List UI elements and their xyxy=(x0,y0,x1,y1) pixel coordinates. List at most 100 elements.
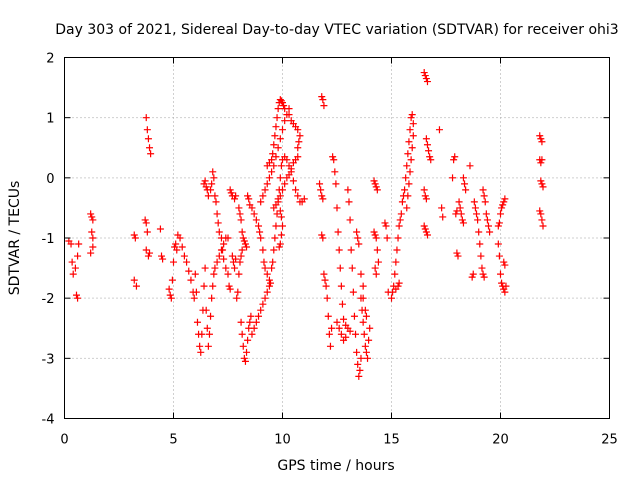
data-point xyxy=(538,156,546,164)
data-point xyxy=(420,69,428,77)
data-point xyxy=(276,174,284,182)
data-point xyxy=(480,192,488,200)
data-point xyxy=(349,288,357,296)
data-point xyxy=(478,264,486,272)
data-point xyxy=(271,132,279,140)
data-point xyxy=(255,312,263,320)
data-point xyxy=(365,336,373,344)
data-point xyxy=(252,318,260,326)
data-point xyxy=(245,195,253,203)
data-point xyxy=(68,258,76,266)
data-point xyxy=(193,318,201,326)
data-point xyxy=(158,252,166,260)
data-point xyxy=(346,216,354,224)
data-point xyxy=(320,270,328,278)
data-point xyxy=(222,264,230,272)
data-point xyxy=(461,180,469,188)
data-point xyxy=(187,276,195,284)
data-point xyxy=(333,204,341,212)
data-point xyxy=(344,186,352,194)
data-point xyxy=(300,195,308,203)
data-point xyxy=(332,180,340,188)
data-point xyxy=(211,192,219,200)
data-point xyxy=(289,177,297,185)
data-point xyxy=(453,207,461,215)
data-point xyxy=(170,258,177,266)
data-point xyxy=(537,210,545,218)
data-point xyxy=(240,237,248,245)
data-point xyxy=(281,180,289,188)
data-point xyxy=(267,279,275,287)
y-tick-label: 2 xyxy=(46,52,54,67)
data-point xyxy=(421,192,429,200)
data-point xyxy=(322,282,330,290)
data-point xyxy=(501,195,509,203)
data-point xyxy=(274,105,282,113)
data-point xyxy=(166,291,174,299)
data-point xyxy=(453,249,461,257)
data-point xyxy=(147,150,155,158)
data-point xyxy=(394,282,402,290)
data-point xyxy=(372,183,380,191)
data-point xyxy=(337,282,345,290)
y-tick-label: 0 xyxy=(46,172,54,187)
x-tick-labels: 0 5 10 15 20 25 xyxy=(60,433,617,448)
data-point xyxy=(275,243,283,251)
data-point xyxy=(486,228,494,236)
data-point xyxy=(374,258,382,266)
data-point xyxy=(345,198,353,206)
data-point xyxy=(240,354,248,362)
data-point xyxy=(331,168,339,176)
data-point xyxy=(421,72,429,80)
data-point xyxy=(459,219,467,227)
data-point xyxy=(402,174,410,182)
data-point xyxy=(494,222,502,230)
data-point xyxy=(259,192,267,200)
data-point xyxy=(501,288,509,296)
data-point xyxy=(406,168,414,176)
data-point xyxy=(479,186,487,194)
data-point xyxy=(277,213,285,221)
data-point xyxy=(269,150,277,158)
data-point xyxy=(211,264,219,272)
data-point xyxy=(241,357,249,365)
data-point xyxy=(422,195,430,203)
data-point xyxy=(409,132,417,140)
data-point xyxy=(360,330,368,338)
data-point xyxy=(210,174,218,182)
data-point xyxy=(350,312,358,320)
data-point xyxy=(178,243,186,251)
data-point xyxy=(481,198,489,206)
data-point xyxy=(274,144,282,152)
data-point xyxy=(250,210,258,218)
data-point xyxy=(276,207,284,215)
data-point xyxy=(319,234,327,242)
data-point xyxy=(469,270,477,278)
data-point xyxy=(233,294,241,302)
axis-ticks xyxy=(64,57,610,419)
data-point xyxy=(237,216,245,224)
data-point xyxy=(537,177,545,185)
data-point xyxy=(391,270,399,278)
data-point xyxy=(482,210,490,218)
data-point xyxy=(143,228,151,236)
data-point xyxy=(285,111,293,119)
data-point xyxy=(359,318,367,326)
data-point xyxy=(241,240,249,248)
data-point xyxy=(256,228,264,236)
data-point xyxy=(538,216,546,224)
data-point xyxy=(371,264,379,272)
data-point xyxy=(144,135,152,143)
data-point xyxy=(398,198,406,206)
data-point xyxy=(236,258,244,266)
data-point xyxy=(238,228,246,236)
data-point xyxy=(394,234,402,242)
data-point xyxy=(470,198,478,206)
data-point xyxy=(277,231,285,239)
data-point xyxy=(190,294,198,302)
data-point xyxy=(243,243,251,251)
data-point xyxy=(497,210,504,218)
data-point xyxy=(422,228,430,236)
data-point xyxy=(273,114,281,122)
data-point xyxy=(454,252,462,260)
